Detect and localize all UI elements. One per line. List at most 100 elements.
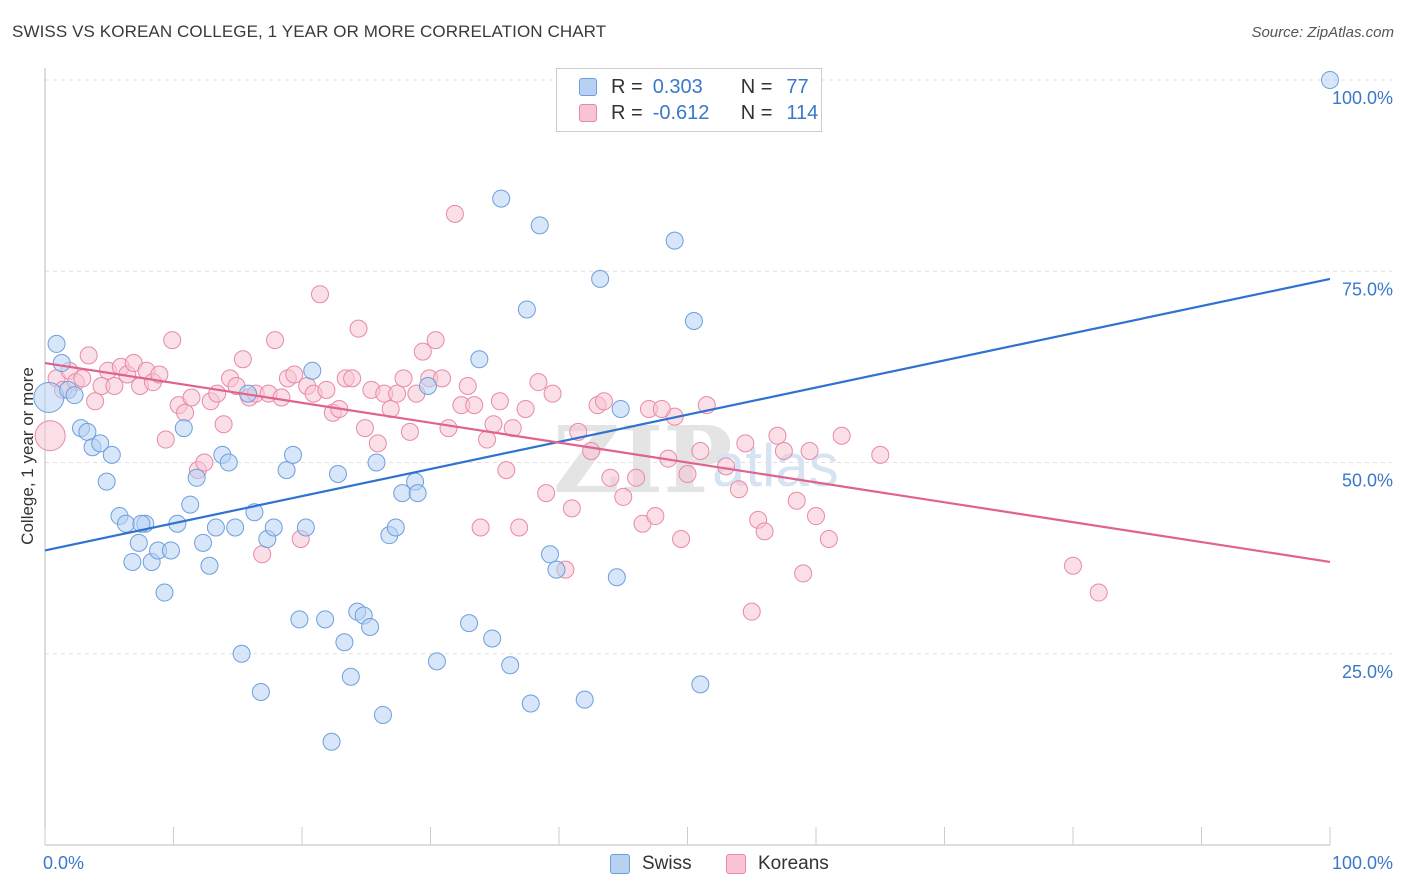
swiss-point [277, 461, 296, 480]
swiss-point [691, 675, 710, 694]
swiss-legend-label: Swiss [642, 853, 692, 874]
swiss-point [684, 311, 703, 330]
swiss-point [521, 694, 540, 713]
korean-point [729, 480, 748, 499]
korean-point [176, 403, 195, 422]
korean-point [317, 380, 336, 399]
swiss-point [303, 361, 322, 380]
swiss-point [194, 533, 213, 552]
swiss-point [47, 334, 66, 353]
swiss-point [296, 518, 315, 537]
swiss-point [155, 583, 174, 602]
swiss-point [116, 514, 135, 533]
korean-point [537, 484, 556, 503]
korean-point [471, 518, 490, 537]
swiss-point [91, 434, 110, 453]
korean-point [439, 419, 458, 438]
swiss-point [251, 683, 270, 701]
swiss-point [316, 610, 335, 629]
korean-point [349, 319, 368, 338]
legend-row-koreans: R = -0.612 N = 114 [579, 101, 818, 125]
swiss-point [418, 377, 437, 395]
korean-point [871, 445, 890, 464]
korean-point [800, 442, 819, 461]
axes [44, 68, 1331, 846]
swiss-point [264, 518, 283, 537]
swiss-point [174, 419, 193, 438]
korean-point [672, 530, 691, 548]
korean-point [652, 399, 671, 418]
n-label: N = [740, 101, 773, 124]
y-tick-label: 25.0% [1342, 662, 1393, 682]
swiss-point [665, 231, 684, 250]
korean-point [163, 331, 182, 350]
korean-point [516, 399, 535, 418]
swiss-point [187, 468, 206, 487]
swiss-point [206, 518, 225, 537]
swiss-point [335, 633, 354, 652]
swiss-point [361, 617, 380, 636]
korean-point [388, 384, 407, 403]
swiss-point [483, 629, 502, 648]
swiss-point [290, 610, 309, 629]
swiss-point [33, 381, 65, 413]
swiss-point [530, 216, 549, 235]
korean-point [458, 377, 477, 395]
korean-point [627, 468, 646, 487]
y-tick-label: 75.0% [1342, 279, 1393, 299]
swiss-point [607, 568, 626, 587]
korean-point [86, 392, 105, 411]
swiss-point [547, 560, 566, 579]
swiss-point [52, 354, 71, 373]
swiss-point [341, 667, 360, 686]
korean-point [691, 442, 710, 461]
korean-point [614, 487, 633, 506]
bottom-legend-swiss: Swiss [610, 852, 692, 876]
korean-point [582, 442, 601, 461]
korean-swatch [579, 104, 597, 122]
swiss-point [427, 652, 446, 671]
korean-point [594, 392, 613, 411]
swiss-point [181, 495, 200, 514]
korean-point [266, 331, 285, 350]
korean-point [195, 453, 214, 472]
korean-point [774, 442, 793, 461]
swiss-point [97, 472, 116, 491]
korean-point [832, 426, 851, 445]
swiss-point [328, 464, 347, 483]
korean-point [214, 415, 233, 434]
korean-point [34, 420, 66, 452]
korean-point [742, 602, 761, 621]
gridlines [45, 79, 1392, 655]
korean-point [272, 388, 291, 407]
korean-point [529, 373, 548, 392]
korean-point [736, 434, 755, 453]
korean-point [490, 392, 509, 411]
korean-point [253, 545, 272, 564]
bottom-legend-koreans: Koreans [726, 852, 829, 876]
korean-point [368, 434, 387, 453]
korean-legend-label: Koreans [758, 853, 829, 874]
korean-point [510, 518, 529, 537]
swiss-point [232, 644, 251, 663]
korean-legend-swatch [726, 854, 746, 874]
korean-point [717, 457, 736, 476]
r-label: R = [611, 75, 643, 98]
korean-point [503, 419, 522, 438]
swiss-point [470, 350, 489, 369]
korean-point [768, 426, 787, 445]
swiss-point [200, 556, 219, 575]
korean-point [413, 342, 432, 361]
swiss-point [501, 656, 520, 675]
korean-point [150, 365, 169, 384]
korean-point [678, 464, 697, 483]
swiss-trend-line [44, 277, 1331, 552]
korean-point [478, 430, 497, 449]
swiss-point [284, 445, 303, 464]
korean-point [285, 365, 304, 384]
swiss-point [65, 386, 84, 405]
korean-point [433, 369, 452, 388]
x-tick-label: 0.0% [43, 853, 84, 873]
y-axis-title: College, 1 year or more [18, 367, 37, 545]
